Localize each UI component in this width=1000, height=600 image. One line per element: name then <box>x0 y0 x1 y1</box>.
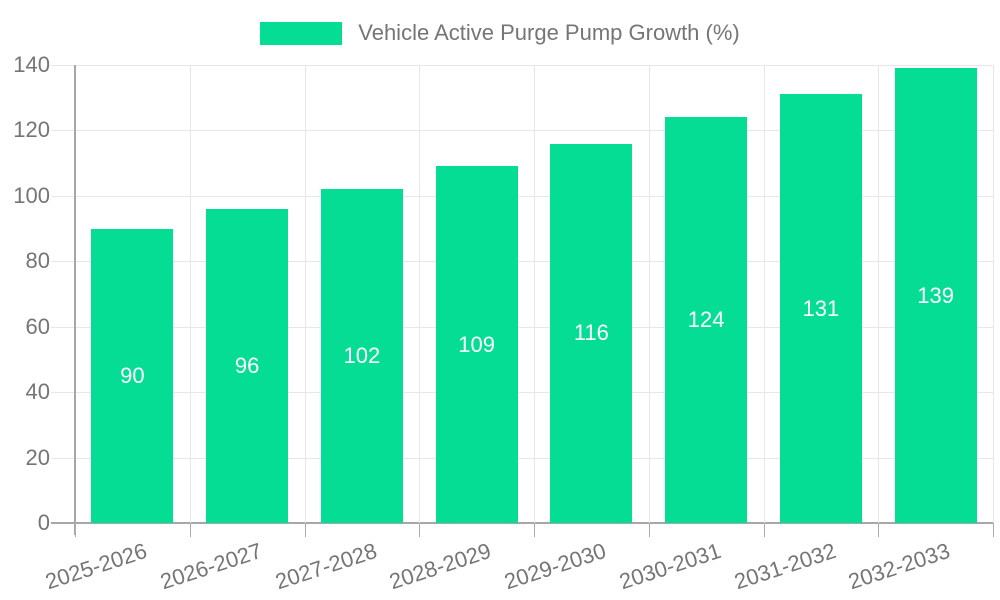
x-axis-tick <box>648 523 650 537</box>
bar <box>550 143 633 523</box>
x-axis-tick <box>878 523 880 537</box>
gridline-vertical <box>763 65 765 523</box>
y-tick-label: 100 <box>13 182 50 208</box>
gridline-horizontal <box>51 195 993 197</box>
x-tick-label: 2030-2031 <box>616 538 724 595</box>
gridline-horizontal <box>51 261 993 263</box>
bar <box>320 189 403 523</box>
bar-value-label: 96 <box>234 352 260 378</box>
bar <box>779 94 862 523</box>
x-tick-label: 2031-2032 <box>730 538 839 595</box>
gridline-vertical <box>878 65 880 523</box>
gridline-vertical <box>648 65 650 523</box>
x-axis-tick <box>75 523 76 537</box>
legend-label: Vehicle Active Purge Pump Growth (%) <box>358 20 740 45</box>
gridline-vertical <box>304 65 306 523</box>
bar-value-label: 90 <box>120 362 145 388</box>
x-tick-label: 2028-2029 <box>386 538 495 595</box>
y-tick-label: 20 <box>25 444 50 470</box>
y-tick-label: 0 <box>37 510 50 535</box>
y-axis-line <box>74 65 76 535</box>
y-tick-label: 80 <box>25 248 50 274</box>
x-tick-label: 2025-2026 <box>42 538 151 595</box>
x-axis-tick <box>419 523 421 537</box>
gridline-horizontal <box>51 65 993 66</box>
bar-value-label: 124 <box>687 307 725 333</box>
bar <box>91 228 174 523</box>
x-axis-line <box>51 522 993 524</box>
legend-swatch <box>260 21 343 45</box>
gridline-vertical <box>993 65 994 523</box>
gridline-vertical <box>419 65 421 523</box>
gridline-horizontal <box>51 130 993 132</box>
x-tick-label: 2026-2027 <box>157 538 265 595</box>
gridline-horizontal <box>51 326 993 328</box>
y-tick-label: 40 <box>25 379 50 405</box>
bar-value-label: 116 <box>573 320 609 346</box>
y-tick-label: 120 <box>13 117 50 143</box>
gridline-horizontal <box>51 457 993 459</box>
gridline-vertical <box>189 65 191 523</box>
y-tick-label: 60 <box>25 313 50 339</box>
bar <box>894 68 977 523</box>
bar-value-label: 102 <box>343 343 381 369</box>
bar-value-label: 109 <box>458 331 495 357</box>
chart-legend[interactable]: Vehicle Active Purge Pump Growth (%) <box>0 20 1000 46</box>
bar <box>665 117 748 523</box>
y-tick-label: 140 <box>13 52 50 77</box>
bar-value-label: 139 <box>917 282 954 308</box>
x-tick-label: 2029-2030 <box>501 538 610 595</box>
x-tick-label: 2032-2033 <box>845 538 954 595</box>
x-axis-tick <box>993 523 994 537</box>
gridline-vertical <box>534 65 535 523</box>
x-axis-tick <box>189 523 191 537</box>
x-tick-label: 2027-2028 <box>271 538 380 595</box>
gridline-horizontal <box>51 392 993 394</box>
bar <box>206 208 289 523</box>
bar <box>435 166 518 523</box>
x-axis-tick <box>304 523 306 537</box>
x-axis-tick <box>534 523 535 537</box>
x-axis-tick <box>763 523 765 537</box>
bar-value-label: 131 <box>802 295 840 321</box>
